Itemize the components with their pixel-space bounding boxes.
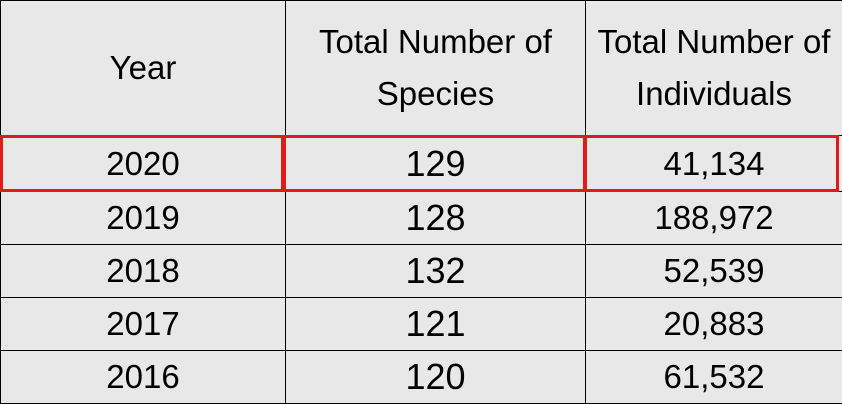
individuals-count-cell: 41,134 [585, 135, 842, 192]
year-cell: 2018 [0, 244, 286, 298]
year-cell: 2017 [0, 297, 286, 351]
year-cell: 2019 [0, 191, 286, 245]
table-row-2019: 2019 128 188,972 [0, 191, 842, 245]
table-row-2020: 2020 129 41,134 [0, 135, 842, 192]
individuals-count-cell: 20,883 [585, 297, 842, 351]
species-count-cell: 120 [285, 350, 586, 404]
species-count-cell: 129 [285, 135, 586, 192]
table-row-2016: 2016 120 61,532 [0, 350, 842, 404]
individuals-count-cell: 52,539 [585, 244, 842, 298]
individuals-count-cell: 188,972 [585, 191, 842, 245]
species-count-cell: 121 [285, 297, 586, 351]
species-count-cell: 132 [285, 244, 586, 298]
header-year: Year [0, 0, 286, 136]
header-total-species: Total Number of Species [285, 0, 586, 136]
year-cell: 2020 [0, 135, 286, 192]
table-row-2017: 2017 121 20,883 [0, 297, 842, 351]
header-row: Year Total Number of Species Total Numbe… [0, 0, 842, 136]
header-total-individuals: Total Number of Individuals [585, 0, 842, 136]
individuals-count-cell: 61,532 [585, 350, 842, 404]
table-row-2018: 2018 132 52,539 [0, 244, 842, 298]
species-count-cell: 128 [285, 191, 586, 245]
year-cell: 2016 [0, 350, 286, 404]
